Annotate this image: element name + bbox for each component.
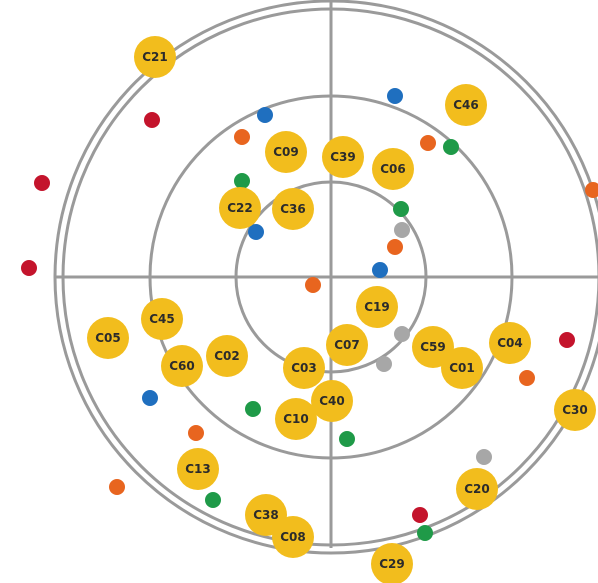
small-node-green: [393, 201, 409, 217]
small-node-green: [339, 431, 355, 447]
node-label: C04: [497, 336, 523, 350]
small-node-orange: [305, 277, 321, 293]
node-label: C09: [273, 145, 299, 159]
node-label: C39: [330, 150, 356, 164]
node-label: C60: [169, 359, 195, 373]
node-c13: C13: [177, 448, 219, 490]
node-c46: C46: [445, 84, 487, 126]
node-c19: C19: [356, 286, 398, 328]
node-c59: C59: [412, 326, 454, 368]
node-label: C22: [227, 201, 253, 215]
node-c45: C45: [141, 298, 183, 340]
node-label: C03: [291, 361, 317, 375]
node-c30: C30: [554, 389, 596, 431]
small-node-orange: [234, 129, 250, 145]
node-c20: C20: [456, 468, 498, 510]
node-c01: C01: [441, 347, 483, 389]
node-c40: C40: [311, 380, 353, 422]
small-node-orange: [387, 239, 403, 255]
small-node-red: [144, 112, 160, 128]
node-label: C21: [142, 50, 168, 64]
small-node-green: [234, 173, 250, 189]
node-label: C06: [380, 162, 406, 176]
node-c05: C05: [87, 317, 129, 359]
node-label: C13: [185, 462, 211, 476]
node-c03: C03: [283, 347, 325, 389]
small-node-blue: [257, 107, 273, 123]
small-node-grey: [394, 326, 410, 342]
small-node-grey: [476, 449, 492, 465]
small-node-blue: [248, 224, 264, 240]
small-node-orange: [420, 135, 436, 151]
node-c29: C29: [371, 543, 413, 583]
small-node-blue: [372, 262, 388, 278]
small-node-layer: [21, 88, 598, 541]
node-c10: C10: [275, 398, 317, 440]
node-c36: C36: [272, 188, 314, 230]
node-label: C46: [453, 98, 479, 112]
small-node-orange: [585, 182, 598, 198]
node-label: C45: [149, 312, 175, 326]
node-label: C20: [464, 482, 490, 496]
node-label: C30: [562, 403, 588, 417]
node-c02: C02: [206, 335, 248, 377]
small-node-green: [417, 525, 433, 541]
labeled-node-layer: C21 C46 C09 C39 C06 C22 C36 C19 C45 C05 C02 C60 C07 C…: [87, 36, 596, 583]
small-node-green: [443, 139, 459, 155]
node-label: C10: [283, 412, 309, 426]
node-c08: C08: [272, 516, 314, 558]
node-c21: C21: [134, 36, 176, 78]
node-label: C08: [280, 530, 306, 544]
node-c07: C07: [326, 324, 368, 366]
node-label: C59: [420, 340, 446, 354]
radar-axes: [55, 0, 598, 548]
small-node-orange: [519, 370, 535, 386]
node-c22: C22: [219, 187, 261, 229]
small-node-red: [559, 332, 575, 348]
node-label: C01: [449, 361, 475, 375]
small-node-grey: [394, 222, 410, 238]
small-node-red: [34, 175, 50, 191]
node-label: C07: [334, 338, 360, 352]
node-label: C29: [379, 557, 405, 571]
node-label: C05: [95, 331, 121, 345]
small-node-green: [245, 401, 261, 417]
node-c06: C06: [372, 148, 414, 190]
node-label: C38: [253, 508, 279, 522]
node-label: C40: [319, 394, 345, 408]
node-c04: C04: [489, 322, 531, 364]
node-label: C19: [364, 300, 390, 314]
small-node-blue: [387, 88, 403, 104]
small-node-red: [412, 507, 428, 523]
small-node-grey: [376, 356, 392, 372]
small-node-blue: [142, 390, 158, 406]
node-c60: C60: [161, 345, 203, 387]
node-label: C02: [214, 349, 240, 363]
node-c39: C39: [322, 136, 364, 178]
small-node-red: [21, 260, 37, 276]
node-c09: C09: [265, 131, 307, 173]
small-node-orange: [109, 479, 125, 495]
node-label: C36: [280, 202, 306, 216]
small-node-orange: [188, 425, 204, 441]
small-node-green: [205, 492, 221, 508]
